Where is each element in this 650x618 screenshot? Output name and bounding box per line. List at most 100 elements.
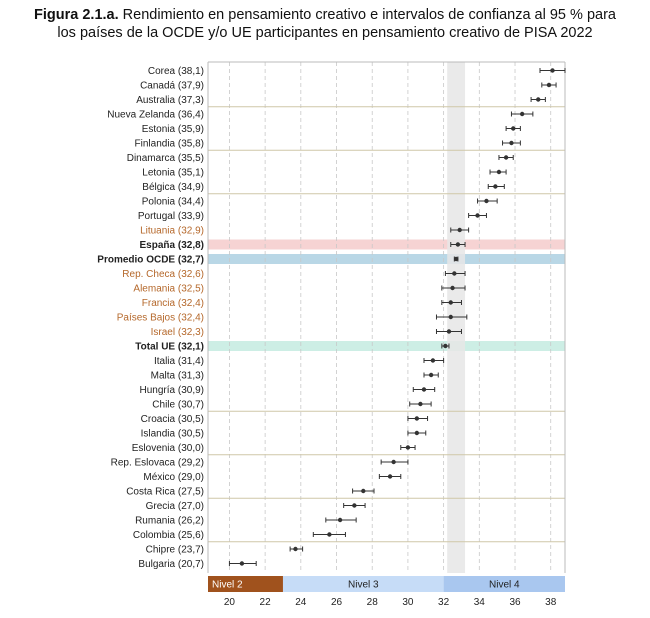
x-tick-label: 22 (260, 597, 272, 608)
category-label: Hungría (30,9) (140, 385, 204, 396)
level-label: Nivel 3 (348, 580, 379, 591)
level-label: Nivel 4 (489, 580, 520, 591)
x-tick-label: 28 (367, 597, 379, 608)
x-tick-label: 26 (331, 597, 343, 608)
category-label: Bélgica (34,9) (142, 182, 204, 193)
category-label: Alemania (32,5) (133, 284, 204, 295)
data-point (509, 140, 514, 146)
row-highlights (208, 239, 565, 351)
data-point (418, 401, 423, 407)
category-label: Italia (31,4) (154, 356, 204, 367)
category-label: Canadá (37,9) (140, 81, 204, 92)
data-point (428, 372, 434, 378)
category-label: Francia (32,4) (142, 298, 204, 309)
x-tick-label: 24 (295, 597, 307, 608)
data-point (519, 111, 525, 117)
title-line-2: los países de la OCDE y/o UE participant… (57, 25, 593, 41)
category-label: Grecia (27,0) (146, 501, 204, 512)
category-label: Colombia (25,6) (133, 530, 204, 541)
vertical-gridlines (229, 62, 552, 573)
category-label: Israel (32,3) (151, 327, 204, 338)
category-label: Estonia (35,9) (142, 124, 204, 135)
data-point (484, 198, 489, 204)
data-point (448, 314, 453, 320)
category-label: Nueva Zelanda (36,4) (107, 110, 204, 121)
category-label: Rep. Checa (32,6) (122, 269, 204, 280)
data-point (536, 97, 541, 102)
data-point (511, 126, 516, 131)
row-separators (208, 106, 565, 543)
data-point (475, 213, 480, 218)
category-label: Total UE (32,1) (135, 342, 204, 353)
highlight-ocde (208, 254, 565, 264)
data-point (327, 532, 332, 537)
level-band (443, 576, 565, 592)
category-label: Rep. Eslovaca (29,2) (111, 458, 204, 469)
data-point (503, 155, 509, 160)
data-point (496, 169, 502, 175)
category-label: Portugal (33,9) (138, 211, 204, 222)
category-labels: Corea (38,1) Canadá (37,9) Australia (37,3… (97, 66, 204, 570)
category-label: Finlandia (35,8) (135, 139, 204, 150)
data-point (293, 546, 298, 552)
level-bands: Nivel 2 Nivel 3 Nivel 4 (208, 576, 565, 592)
category-label: Dinamarca (35,5) (127, 153, 204, 164)
category-label: Croacia (30,5) (141, 414, 204, 425)
category-label: España (32,8) (140, 240, 204, 251)
data-point (453, 256, 459, 262)
category-label: Corea (38,1) (148, 66, 204, 77)
data-point (337, 517, 343, 523)
data-point (493, 184, 498, 189)
data-point (361, 488, 366, 494)
x-tick-label: 36 (509, 597, 521, 608)
category-label: Eslovenia (30,0) (132, 443, 204, 454)
x-tick-label: 38 (545, 597, 557, 608)
category-label: Bulgaria (20,7) (138, 559, 204, 570)
category-label: Chile (30,7) (152, 400, 204, 411)
data-point (457, 227, 462, 233)
data-marks (228, 68, 566, 566)
data-point (239, 561, 245, 566)
data-point (452, 271, 457, 276)
title-line-1: Rendimiento en pensamiento creativo e in… (122, 7, 616, 23)
data-point (443, 343, 448, 349)
data-point (414, 416, 420, 421)
category-label: Costa Rica (27,5) (126, 487, 204, 498)
data-point (550, 68, 555, 73)
chart-title: Figura 2.1.a. Rendimiento en pensamiento… (0, 6, 650, 42)
data-point (421, 387, 427, 392)
data-point (450, 285, 455, 291)
data-point (546, 82, 552, 88)
plot-frame (207, 61, 566, 573)
category-label: Países Bajos (32,4) (117, 313, 204, 324)
data-point (414, 430, 420, 436)
x-axis-ticks: 20 22 24 26 28 30 32 34 36 38 (224, 597, 557, 608)
category-label: Rumania (26,2) (135, 516, 204, 527)
category-label: México (29,0) (143, 472, 204, 483)
x-tick-label: 20 (224, 597, 236, 608)
data-point (405, 445, 411, 450)
category-label: Australia (37,3) (136, 95, 204, 106)
level-band (208, 576, 283, 592)
category-label: Letonia (35,1) (142, 168, 204, 179)
data-point (455, 242, 461, 247)
category-label: Islandia (30,5) (141, 429, 204, 440)
category-label: Chipre (23,7) (146, 545, 204, 556)
data-point (448, 300, 453, 305)
category-label: Polonia (34,4) (142, 197, 204, 208)
level-band (282, 576, 444, 592)
data-point (391, 459, 396, 465)
highlight-ue (208, 341, 565, 351)
data-point (352, 503, 357, 508)
data-point (387, 474, 393, 479)
x-tick-label: 32 (438, 597, 450, 608)
data-point (446, 329, 452, 334)
x-tick-label: 34 (474, 597, 486, 608)
data-point (430, 358, 436, 363)
category-label: Malta (31,3) (151, 371, 204, 382)
figure-number: Figura 2.1.a. (34, 7, 119, 23)
level-label: Nivel 2 (212, 580, 243, 591)
category-label: Promedio OCDE (32,7) (97, 255, 204, 266)
x-tick-label: 30 (402, 597, 414, 608)
